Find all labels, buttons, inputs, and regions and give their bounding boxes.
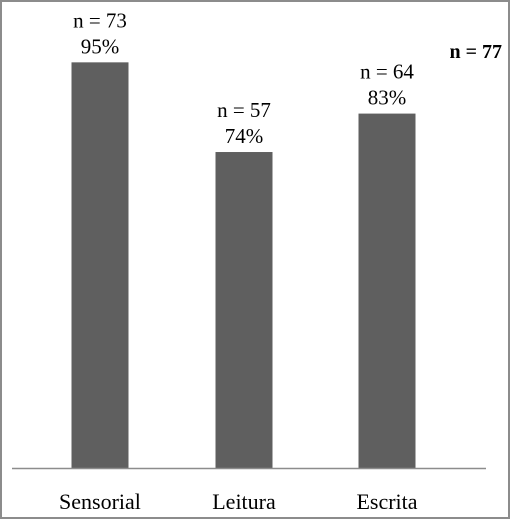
x-tick-labels-group: Sensorial Leitura Escrita	[59, 489, 418, 514]
count-label-sensorial: n = 73	[73, 8, 127, 32]
x-tick-label-sensorial: Sensorial	[59, 489, 141, 514]
x-tick-label-leitura: Leitura	[212, 489, 276, 514]
percent-label-leitura: 74%	[225, 124, 264, 148]
count-label-escrita: n = 64	[360, 60, 414, 84]
bars-group	[71, 62, 416, 468]
bar-sensorial	[71, 62, 129, 468]
bar-escrita	[358, 113, 416, 468]
percent-label-sensorial: 95%	[81, 34, 120, 58]
x-tick-label-escrita: Escrita	[356, 489, 417, 514]
count-label-leitura: n = 57	[217, 98, 271, 122]
total-count-label: n = 77	[449, 41, 502, 63]
bar-leitura	[215, 152, 273, 468]
percent-label-escrita: 83%	[368, 86, 407, 110]
